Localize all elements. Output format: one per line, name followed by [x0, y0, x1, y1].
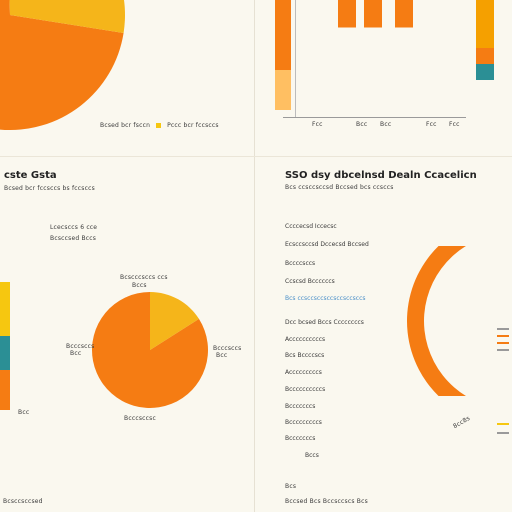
legend-line-5: [497, 423, 509, 425]
bar-2: [364, 0, 382, 28]
mid-right-subtitle: Bcs ccsccsccsd Bccsed bcs ccsccs: [285, 184, 394, 191]
left-bar-segment-teal: [0, 336, 10, 370]
mid-left-footer: Bcsccsccsed: [3, 498, 43, 505]
top-right-bar-chart: [275, 0, 494, 110]
pie-top-label-2: Bccs: [132, 282, 147, 289]
middle-divider: [0, 156, 512, 157]
list-item-10: Bcccccccs: [285, 403, 316, 410]
mid-left-subtitle: Bcsed bcr fccsccs bs fccsccs: [4, 185, 95, 192]
x-tick-2: Bcc: [380, 121, 392, 128]
center-divider: [254, 0, 255, 512]
left-bar-stack: [0, 282, 10, 410]
list-item-2: Bccccsccs: [285, 260, 316, 267]
stack-segment-2: [476, 64, 494, 80]
footer-left: Bcs: [285, 483, 297, 490]
list-item-5: Dcc bcsed Bccs Ccccccccs: [285, 319, 364, 326]
list-item-3: Ccscsd Bccccccs: [285, 278, 335, 285]
legend-label-a: Bcsed bcr fsccn: [100, 122, 151, 129]
pie-bottom-label: Bcccsccsc: [124, 415, 156, 422]
top-right-axis-baseline: [283, 117, 466, 118]
pie-slice-1: [150, 292, 199, 350]
legend-line-6: [497, 432, 509, 434]
list-item-6: Accccccccccs: [285, 336, 326, 343]
callout-2: Bcsccsed Bccs: [50, 235, 97, 242]
list-item-4: Bcs ccsccsccsccsccsccsccs: [285, 295, 366, 302]
list-item-7: Bcs Bccccscs: [285, 352, 325, 359]
pie-right-label-1: Bcccsccs: [213, 345, 242, 352]
mid-left-pie-chart: [91, 292, 208, 408]
pie-slice-1: [9, 0, 125, 33]
list-item-9: Bccccccccccs: [285, 386, 326, 393]
donut-segment-0: [407, 246, 467, 396]
pie-slice-0: [91, 292, 208, 408]
x-tick-0: Fcc: [312, 121, 323, 128]
stack-segment-1: [476, 48, 494, 64]
x-tick-4: Fcc: [449, 121, 460, 128]
left-bar-segment-orange: [0, 370, 10, 410]
list-item-1: Ecsccsccsd Dccecsd Bccsed: [285, 241, 369, 248]
legend-label-b: Pccc bcr fccsccs: [167, 122, 219, 129]
bar-1: [338, 0, 356, 28]
mid-right-title: SSO dsy dbcelnsd Dealn Ccacelicn: [285, 170, 477, 181]
bar-0-fade: [275, 70, 291, 110]
footer-main: Bccsed Bcs Bccsccscs Bcs: [285, 498, 368, 505]
list-item-8: Acccccccccs: [285, 369, 322, 376]
pie-left-label-2: Bcc: [70, 350, 82, 357]
x-tick-1: Bcc: [356, 121, 368, 128]
legend-line-1: [497, 328, 509, 330]
legend-swatch-b: [156, 123, 162, 128]
list-item-0: Ccccecsd Iccecsc: [285, 223, 337, 230]
left-bar-label: Bcc: [18, 409, 30, 416]
legend-line-4: [497, 349, 509, 351]
top-left-pie-chart: [0, 0, 125, 130]
legend-line-2: [497, 335, 509, 337]
mid-left-title: cste Gsta: [4, 170, 57, 181]
bar-3: [395, 0, 413, 28]
callout-1: Lcecsccs 6 cce: [50, 224, 98, 231]
list-item-12: Bcccccccs: [285, 435, 316, 442]
stack-segment-0: [476, 30, 494, 48]
pie-slice-0: [0, 0, 124, 130]
x-tick-3: Fcc: [426, 121, 437, 128]
pie-left-label-1: Bcccsccs: [66, 343, 95, 350]
donut-label: 8cc8s: [452, 414, 472, 431]
top-left-legend: Bcsed bcr fsccn Pccc bcr fccsccs: [100, 122, 219, 129]
legend-line-3: [497, 342, 509, 344]
top-right-y-axis: [295, 0, 296, 117]
pie-right-label-2: Bcc: [216, 352, 228, 359]
pie-top-label-1: Bcscccsccs ccs: [120, 274, 168, 281]
list-item-11: Bcccccccccs: [285, 419, 322, 426]
left-bar-segment-yellow: [0, 282, 10, 336]
mid-right-donut-chart: [407, 246, 467, 396]
list-item-13: Bccs: [305, 452, 319, 459]
